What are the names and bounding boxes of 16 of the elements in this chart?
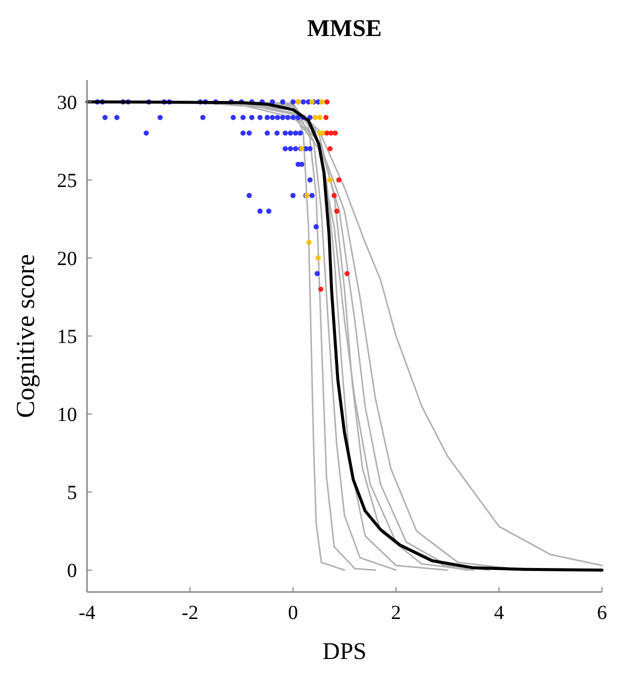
x-tick-label: 0	[288, 602, 298, 624]
y-axis-title: Cognitive score	[11, 254, 40, 418]
x-tick-label: 4	[494, 602, 504, 624]
y-tick-label: 15	[57, 326, 77, 348]
y-tick-label: 25	[57, 170, 77, 192]
y-tick-label: 30	[57, 92, 77, 114]
x-tick-label: 2	[391, 602, 401, 624]
y-tick-label: 10	[57, 404, 77, 426]
y-tick-label: 20	[57, 248, 77, 270]
x-tick-label: 6	[597, 602, 607, 624]
x-tick-label: -4	[78, 602, 96, 624]
y-tick-label: 0	[67, 560, 77, 582]
x-tick-label: -2	[182, 602, 198, 624]
x-axis-title: DPS	[322, 639, 367, 665]
chart-title: MMSE	[307, 16, 382, 42]
y-tick-label: 5	[67, 482, 77, 504]
